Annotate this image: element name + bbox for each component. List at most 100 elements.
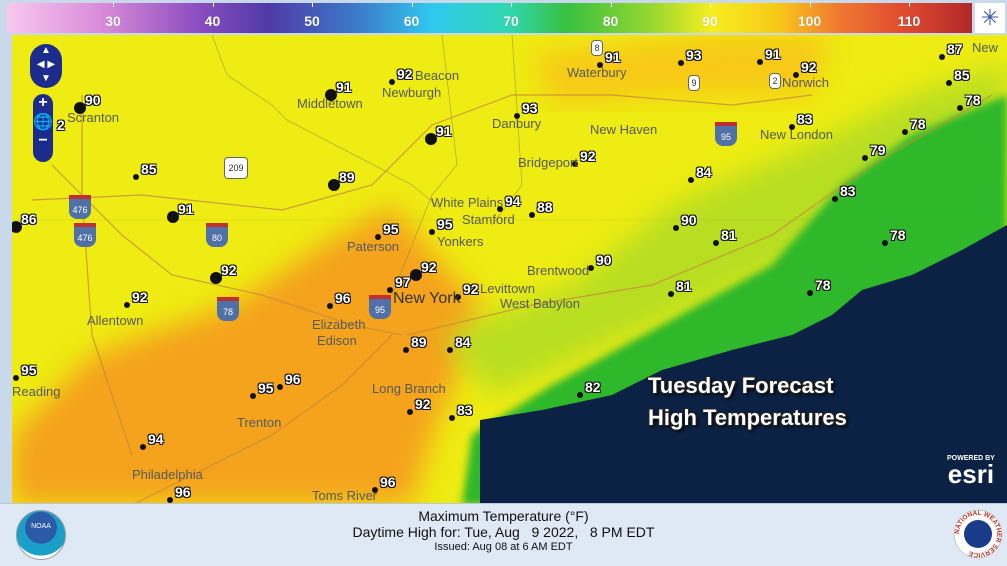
station-dot[interactable] [277, 384, 283, 390]
station-temperature[interactable]: 83 [457, 402, 473, 418]
station-temperature[interactable]: 96 [335, 290, 351, 306]
station-temperature[interactable]: 92 [463, 281, 479, 297]
station-temperature[interactable]: 84 [696, 164, 712, 180]
station-dot[interactable] [514, 113, 520, 119]
station-temperature[interactable]: 91 [765, 46, 781, 62]
station-dot[interactable] [140, 444, 146, 450]
zoom-out-button[interactable]: − [38, 132, 48, 149]
station-dot[interactable] [673, 225, 679, 231]
station-dot[interactable] [862, 155, 868, 161]
station-dot[interactable] [597, 62, 603, 68]
station-dot[interactable] [167, 211, 179, 223]
station-dot[interactable] [588, 265, 594, 271]
pan-up-icon[interactable]: ▲ [41, 45, 51, 56]
station-temperature[interactable]: 87 [947, 41, 963, 57]
station-temperature[interactable]: 92 [415, 396, 431, 412]
station-temperature[interactable]: 90 [596, 252, 612, 268]
station-dot[interactable] [429, 229, 435, 235]
station-dot[interactable] [529, 212, 535, 218]
station-dot[interactable] [807, 290, 813, 296]
station-temperature[interactable]: 81 [676, 278, 692, 294]
station-dot[interactable] [939, 54, 945, 60]
station-temperature[interactable]: 92 [580, 148, 596, 164]
station-dot[interactable] [678, 60, 684, 66]
zoom-in-button[interactable]: + [38, 94, 48, 111]
station-temperature[interactable]: 96 [175, 484, 191, 500]
station-dot[interactable] [455, 294, 461, 300]
station-dot[interactable] [372, 487, 378, 493]
station-temperature[interactable]: 96 [380, 474, 396, 490]
station-temperature[interactable]: 92 [801, 59, 817, 75]
station-temperature[interactable]: 94 [505, 193, 521, 209]
globe-icon[interactable]: 🌐 [33, 114, 53, 131]
station-dot[interactable] [572, 161, 578, 167]
station-dot[interactable] [403, 347, 409, 353]
station-dot[interactable] [757, 59, 763, 65]
station-temperature[interactable]: 90 [681, 212, 697, 228]
station-dot[interactable] [133, 174, 139, 180]
station-dot[interactable] [327, 303, 333, 309]
station-dot[interactable] [124, 302, 130, 308]
station-temperature[interactable]: 82 [585, 379, 601, 395]
station-temperature[interactable]: 95 [21, 362, 37, 378]
station-temperature[interactable]: 86 [21, 211, 37, 227]
station-temperature[interactable]: 79 [870, 142, 886, 158]
pan-control[interactable]: ▲ ◀ ▶ ▼ [30, 44, 62, 88]
station-dot[interactable] [882, 240, 888, 246]
station-temperature[interactable]: 91 [178, 201, 194, 217]
compass-icon[interactable]: ✳ [975, 3, 1005, 33]
station-temperature[interactable]: 78 [910, 116, 926, 132]
station-temperature[interactable]: 85 [141, 161, 157, 177]
station-dot[interactable] [210, 272, 222, 284]
station-dot[interactable] [497, 206, 503, 212]
station-dot[interactable] [447, 347, 453, 353]
station-dot[interactable] [74, 102, 86, 114]
station-dot[interactable] [668, 291, 674, 297]
pan-down-icon[interactable]: ▼ [41, 73, 51, 84]
station-dot[interactable] [425, 133, 437, 145]
station-temperature[interactable]: 84 [455, 334, 471, 350]
station-temperature[interactable]: 78 [965, 92, 981, 108]
station-dot[interactable] [793, 72, 799, 78]
station-temperature[interactable]: 93 [686, 47, 702, 63]
station-temperature[interactable]: 92 [132, 289, 148, 305]
station-temperature[interactable]: 83 [797, 111, 813, 127]
station-temperature[interactable]: 94 [148, 431, 164, 447]
station-temperature[interactable]: 85 [954, 67, 970, 83]
station-temperature[interactable]: 78 [815, 277, 831, 293]
station-dot[interactable] [832, 196, 838, 202]
station-temperature[interactable]: 95 [383, 221, 399, 237]
esri-logo[interactable]: POWERED BY esri [947, 455, 995, 487]
station-temperature[interactable]: 88 [537, 199, 553, 215]
station-dot[interactable] [13, 375, 19, 381]
station-dot[interactable] [325, 89, 337, 101]
station-dot[interactable] [167, 497, 173, 503]
station-temperature[interactable]: 96 [285, 371, 301, 387]
station-dot[interactable] [957, 105, 963, 111]
station-temperature[interactable]: 90 [85, 92, 101, 108]
station-temperature[interactable]: 95 [437, 216, 453, 232]
station-temperature[interactable]: 92 [421, 259, 437, 275]
station-dot[interactable] [688, 177, 694, 183]
station-dot[interactable] [375, 234, 381, 240]
station-dot[interactable] [387, 287, 393, 293]
station-temperature[interactable]: 89 [339, 169, 355, 185]
station-temperature[interactable]: 91 [605, 49, 621, 65]
station-dot[interactable] [713, 240, 719, 246]
station-dot[interactable] [789, 124, 795, 130]
station-dot[interactable] [902, 129, 908, 135]
station-temperature[interactable]: 89 [411, 334, 427, 350]
station-dot[interactable] [250, 393, 256, 399]
station-temperature[interactable]: 83 [840, 183, 856, 199]
station-dot[interactable] [410, 269, 422, 281]
station-dot[interactable] [449, 415, 455, 421]
station-temperature[interactable]: 2 [57, 117, 65, 133]
station-temperature[interactable]: 92 [221, 262, 237, 278]
station-temperature[interactable]: 81 [721, 227, 737, 243]
station-temperature[interactable]: 91 [336, 79, 352, 95]
map-canvas[interactable]: 90 91 92 91 89 85 86 91 92 92 95 95 92 97 96 92 89 84 95 96… [12, 35, 1007, 503]
station-dot[interactable] [577, 392, 583, 398]
station-dot[interactable] [407, 409, 413, 415]
station-dot[interactable] [946, 80, 952, 86]
station-temperature[interactable]: 93 [522, 100, 538, 116]
